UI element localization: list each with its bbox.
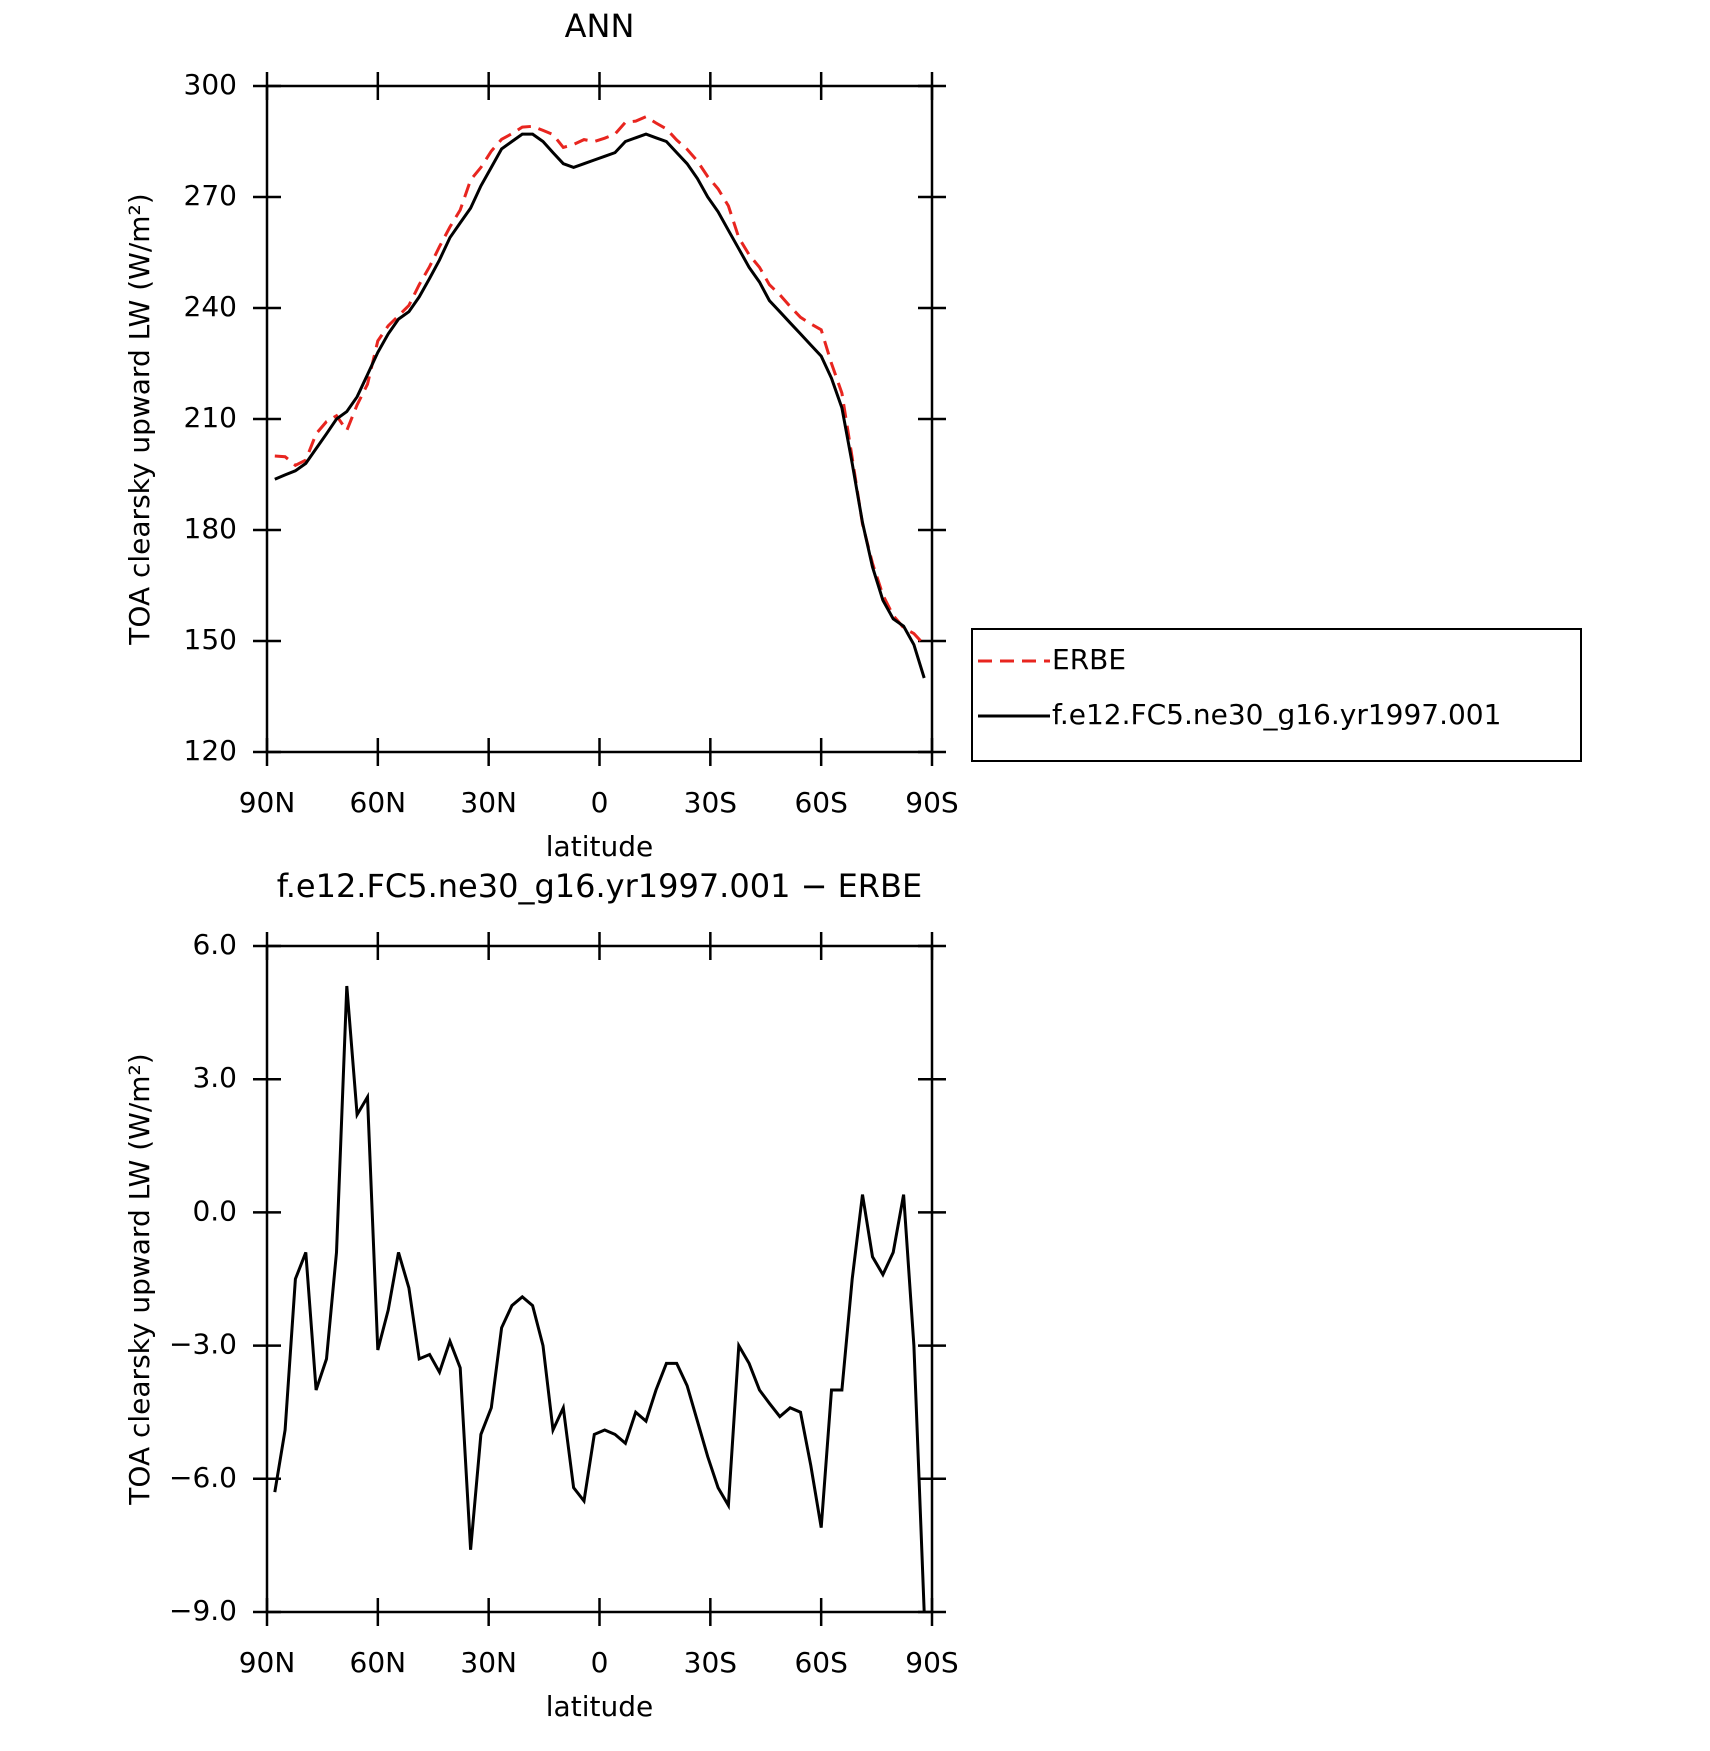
x-tick-label: 30N — [460, 1646, 517, 1679]
x-tick-label: 60S — [794, 1646, 847, 1679]
x-axis-label: latitude — [546, 830, 653, 863]
x-tick-label: 60N — [350, 1646, 407, 1679]
chart-title: ANN — [565, 7, 635, 45]
y-tick-label: −3.0 — [169, 1328, 237, 1361]
x-tick-label: 0 — [591, 1646, 609, 1679]
y-axis-label: TOA clearsky upward LW (W/m²) — [123, 1053, 156, 1505]
x-tick-label: 60N — [350, 786, 407, 819]
y-tick-label: 3.0 — [192, 1061, 237, 1094]
y-tick-label: 6.0 — [192, 928, 237, 961]
x-tick-label: 90S — [905, 786, 958, 819]
x-tick-label: 90S — [905, 1646, 958, 1679]
y-tick-label: 240 — [184, 290, 237, 323]
x-tick-label: 30S — [684, 1646, 737, 1679]
data-line — [273, 985, 926, 1613]
legend-box — [971, 628, 1582, 762]
y-tick-label: 210 — [184, 401, 237, 434]
y-tick-label: −9.0 — [169, 1594, 237, 1627]
y-tick-label: −6.0 — [169, 1461, 237, 1494]
x-tick-label: 60S — [794, 786, 847, 819]
x-tick-label: 90N — [239, 1646, 296, 1679]
legend-label: f.e12.FC5.ne30_g16.yr1997.001 — [1052, 698, 1501, 731]
x-tick-label: 30S — [684, 786, 737, 819]
x-tick-label: 30N — [460, 786, 517, 819]
y-tick-label: 300 — [184, 68, 237, 101]
y-axis-label: TOA clearsky upward LW (W/m²) — [123, 193, 156, 645]
data-line — [274, 132, 926, 679]
plot-frame — [265, 944, 934, 1614]
y-tick-label: 270 — [184, 179, 237, 212]
legend-label: ERBE — [1052, 643, 1126, 676]
x-tick-label: 0 — [591, 786, 609, 819]
x-axis-label: latitude — [546, 1690, 653, 1723]
y-tick-label: 120 — [184, 734, 237, 767]
x-tick-label: 90N — [239, 786, 296, 819]
y-tick-label: 180 — [184, 512, 237, 545]
data-line — [274, 115, 926, 646]
y-tick-label: 150 — [184, 623, 237, 656]
chart-title: f.e12.FC5.ne30_g16.yr1997.001 − ERBE — [277, 867, 922, 905]
plot-frame — [265, 84, 934, 754]
y-tick-label: 0.0 — [192, 1194, 237, 1227]
